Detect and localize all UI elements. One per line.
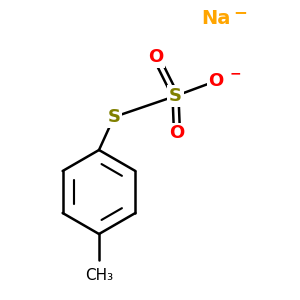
- Text: −: −: [233, 3, 247, 21]
- Text: S: S: [169, 87, 182, 105]
- Text: S: S: [107, 108, 121, 126]
- Text: Na: Na: [201, 8, 231, 28]
- Text: O: O: [208, 72, 224, 90]
- Text: −: −: [230, 67, 241, 80]
- Text: O: O: [148, 48, 164, 66]
- Text: CH₃: CH₃: [85, 268, 113, 283]
- Text: O: O: [169, 124, 184, 142]
